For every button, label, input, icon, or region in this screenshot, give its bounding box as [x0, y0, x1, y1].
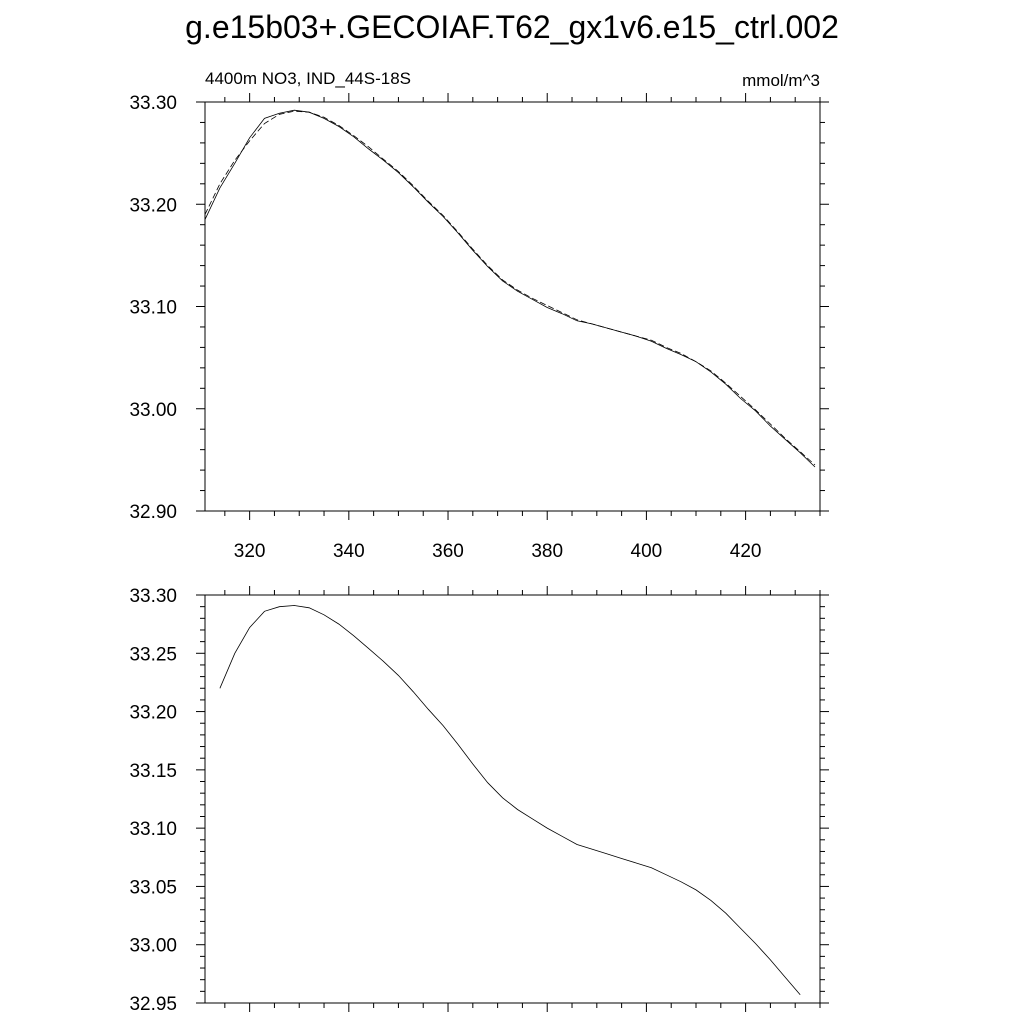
bottom-panel-plot-frame	[204, 594, 821, 1004]
bottom-panel-y-tick-label: 33.00	[129, 936, 177, 957]
bottom-panel: 32.95 33.00 33.05 33.10 33.15 33.20 33.25 33.30	[129, 586, 829, 1015]
bottom-panel-y-tick-label: 33.10	[129, 819, 177, 840]
top-panel-series-line-2	[204, 110, 816, 466]
bottom-panel-series-line-1	[219, 605, 801, 996]
top-panel-y-tick-label: 33.20	[129, 195, 177, 216]
top-panel-x-tick-label: 360	[432, 541, 464, 562]
page-title: g.e15b03+.GECOIAF.T62_gx1v6.e15_ctrl.002	[185, 9, 839, 45]
top-panel-units-label: mmol/m^3	[742, 71, 820, 90]
bottom-panel-y-tick-label: 33.15	[129, 761, 177, 782]
bottom-panel-y-tick-label: 33.20	[129, 703, 177, 724]
bottom-panel-y-tick-label: 33.05	[129, 877, 177, 898]
bottom-panel-y-tick-label: 33.25	[129, 644, 177, 665]
top-panel-left-label: 4400m NO3, IND_44S-18S	[205, 69, 411, 88]
top-panel-y-tick-label: 33.00	[129, 400, 177, 421]
bottom-panel-y-tick-label: 33.30	[129, 586, 177, 607]
top-panel-x-tick-label: 380	[531, 541, 563, 562]
top-panel-x-tick-label: 340	[333, 541, 365, 562]
top-panel-plot-frame	[204, 101, 821, 512]
top-panel-y-tick-label: 32.90	[129, 502, 177, 523]
top-panel-y-tick-label: 33.10	[129, 298, 177, 319]
top-panel-series-line-1	[204, 109, 816, 468]
top-panel-x-tick-label: 320	[234, 541, 266, 562]
bottom-panel-y-tick-label: 32.95	[129, 994, 177, 1015]
top-panel-x-tick-label: 400	[631, 541, 663, 562]
top-panel-y-tick-label: 33.30	[129, 93, 177, 114]
top-panel: 4400m NO3, IND_44S-18S mmol/m^3 320 340 36…	[129, 69, 829, 562]
top-panel-x-tick-label: 420	[730, 541, 762, 562]
